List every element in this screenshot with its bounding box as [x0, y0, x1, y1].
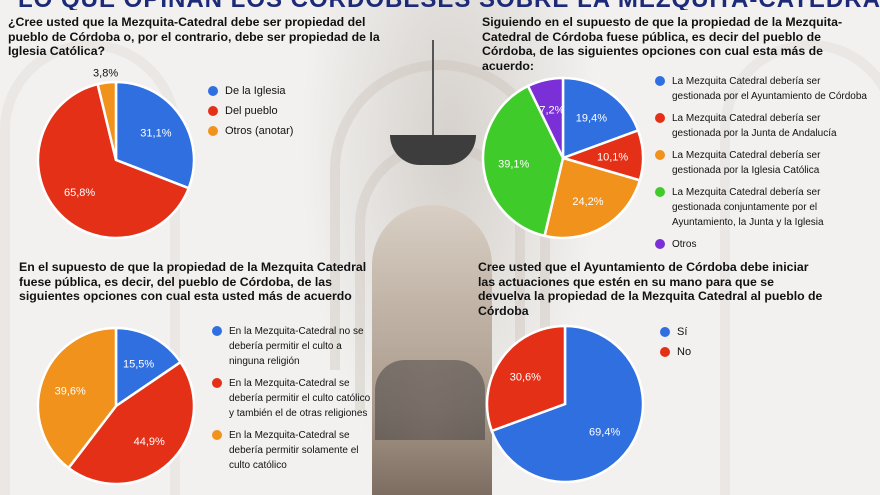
chart1-data-label-3: 3,8% [93, 68, 118, 80]
chart2-legend-item-3: La Mezquita Catedral debería ser gestion… [655, 148, 870, 178]
chart1-legend-item-1: De la Iglesia [208, 84, 358, 98]
chart2-slice-4 [481, 84, 565, 238]
chart4-legend-item-2: No [660, 345, 740, 359]
chart2-legend-item-4: La Mezquita Catedral debería ser gestion… [655, 185, 870, 230]
chart2-data-label-5: 7,2% [539, 105, 564, 117]
chart1-title: ¿Cree usted que la Mezquita-Catedral deb… [8, 15, 380, 58]
chart3-slice-3 [36, 326, 118, 470]
legend-label: No [677, 346, 692, 358]
legend-label: En la Mezquita-Catedral se debería permi… [229, 378, 371, 419]
page-title: LO QUE OPINAN LOS CORDOBESES SOBRE LA ME… [0, 0, 880, 10]
legend-label: Otros (anotar) [225, 125, 294, 137]
legend-color-dot [655, 76, 665, 86]
legend-color-dot [655, 113, 665, 123]
chart2-slice-1 [561, 76, 640, 160]
legend-label: Del pueblo [225, 105, 278, 117]
chart4-slice-1 [490, 324, 645, 484]
legend-color-dot [655, 239, 665, 249]
chart1-slice-3 [96, 80, 118, 161]
chart1-slice-1 [114, 80, 196, 190]
chart2-legend-item-2: La Mezquita Catedral debería ser gestion… [655, 111, 870, 141]
chart3-legend-item-1: En la Mezquita-Catedral no se debería pe… [212, 324, 372, 369]
chart4-title: Cree usted que el Ayuntamiento de Córdob… [478, 260, 823, 318]
chart3-data-label-3: 39,6% [55, 385, 86, 397]
legend-color-dot [655, 187, 665, 197]
chart3-data-label-2: 44,9% [134, 436, 165, 448]
chart2-data-label-3: 24,2% [572, 196, 603, 208]
legend-label: La Mezquita Catedral debería ser gestion… [672, 113, 837, 139]
legend-color-dot [660, 347, 670, 357]
chart1-legend-item-3: Otros (anotar) [208, 124, 358, 138]
chart2-data-label-2: 10,1% [597, 151, 628, 163]
chart2-slice-3 [543, 156, 642, 240]
legend-color-dot [655, 150, 665, 160]
chart2-title: Siguiendo en el supuesto de que la propi… [482, 15, 843, 73]
legend-label: De la Iglesia [225, 85, 286, 97]
chart2-slice-5 [526, 76, 565, 159]
chart4-data-label-2: 30,6% [510, 371, 541, 383]
chart2-legend-item-5: Otros [655, 237, 870, 252]
legend-label: La Mezquita Catedral debería ser gestion… [672, 187, 824, 228]
legend-label: La Mezquita Catedral debería ser gestion… [672, 150, 821, 176]
chart3-slice-2 [66, 360, 196, 486]
legend-color-dot [212, 378, 222, 388]
legend-label: La Mezquita Catedral debería ser gestion… [672, 76, 867, 102]
chart4-legend-item-1: Sí [660, 325, 740, 339]
chart1-legend: De la Iglesia Del pueblo Otros (anotar) [208, 84, 358, 144]
chart3-data-label-1: 15,5% [123, 358, 154, 370]
chart3-legend: En la Mezquita-Catedral no se debería pe… [212, 324, 372, 480]
chart3-slice-1 [114, 326, 183, 409]
legend-label: En la Mezquita-Catedral no se debería pe… [229, 326, 364, 367]
legend-label: Otros [672, 239, 697, 250]
chart2-legend-item-1: La Mezquita Catedral debería ser gestion… [655, 74, 870, 104]
chart1-legend-item-2: Del pueblo [208, 104, 358, 118]
legend-color-dot [208, 106, 218, 116]
chart2-legend: La Mezquita Catedral debería ser gestion… [655, 74, 870, 259]
legend-label: Sí [677, 326, 688, 338]
chart3-legend-item-3: En la Mezquita-Catedral se debería permi… [212, 428, 372, 473]
chart1-data-label-1: 31,1% [140, 128, 171, 140]
chart1-slice-2 [36, 82, 191, 240]
legend-color-dot [660, 327, 670, 337]
legend-label: En la Mezquita-Catedral se debería permi… [229, 430, 359, 471]
legend-color-dot [212, 430, 222, 440]
chart3-title: En el supuesto de que la propiedad de la… [19, 260, 367, 303]
legend-color-dot [212, 326, 222, 336]
legend-color-dot [208, 126, 218, 136]
chart4-legend: Sí No [660, 325, 740, 365]
chart4-data-label-1: 69,4% [589, 427, 620, 439]
chart2-data-label-4: 39,1% [498, 158, 529, 170]
page-title-text: LO QUE OPINAN LOS CORDOBESES SOBRE LA ME… [18, 0, 880, 10]
chart2-data-label-1: 19,4% [576, 112, 607, 124]
chart4-slice-2 [485, 324, 567, 433]
chart3-legend-item-2: En la Mezquita-Catedral se debería permi… [212, 376, 372, 421]
legend-color-dot [208, 86, 218, 96]
chart1-data-label-2: 65,8% [64, 187, 95, 199]
